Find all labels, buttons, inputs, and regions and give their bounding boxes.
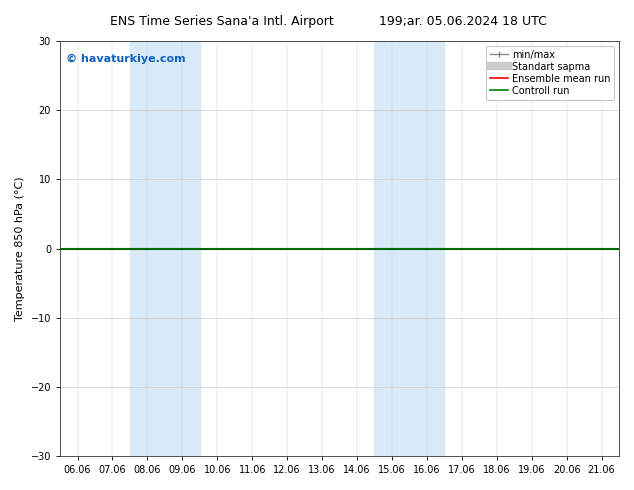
Bar [375, 41, 444, 456]
Text: © havaturkiye.com: © havaturkiye.com [66, 53, 185, 64]
Bar [130, 41, 200, 456]
Text: 199;ar. 05.06.2024 18 UTC: 199;ar. 05.06.2024 18 UTC [379, 15, 547, 28]
Y-axis label: Temperature 850 hPa (°C): Temperature 850 hPa (°C) [15, 176, 25, 321]
Legend: min/max, Standart sapma, Ensemble mean run, Controll run: min/max, Standart sapma, Ensemble mean r… [486, 46, 614, 99]
Text: ENS Time Series Sana'a Intl. Airport: ENS Time Series Sana'a Intl. Airport [110, 15, 333, 28]
